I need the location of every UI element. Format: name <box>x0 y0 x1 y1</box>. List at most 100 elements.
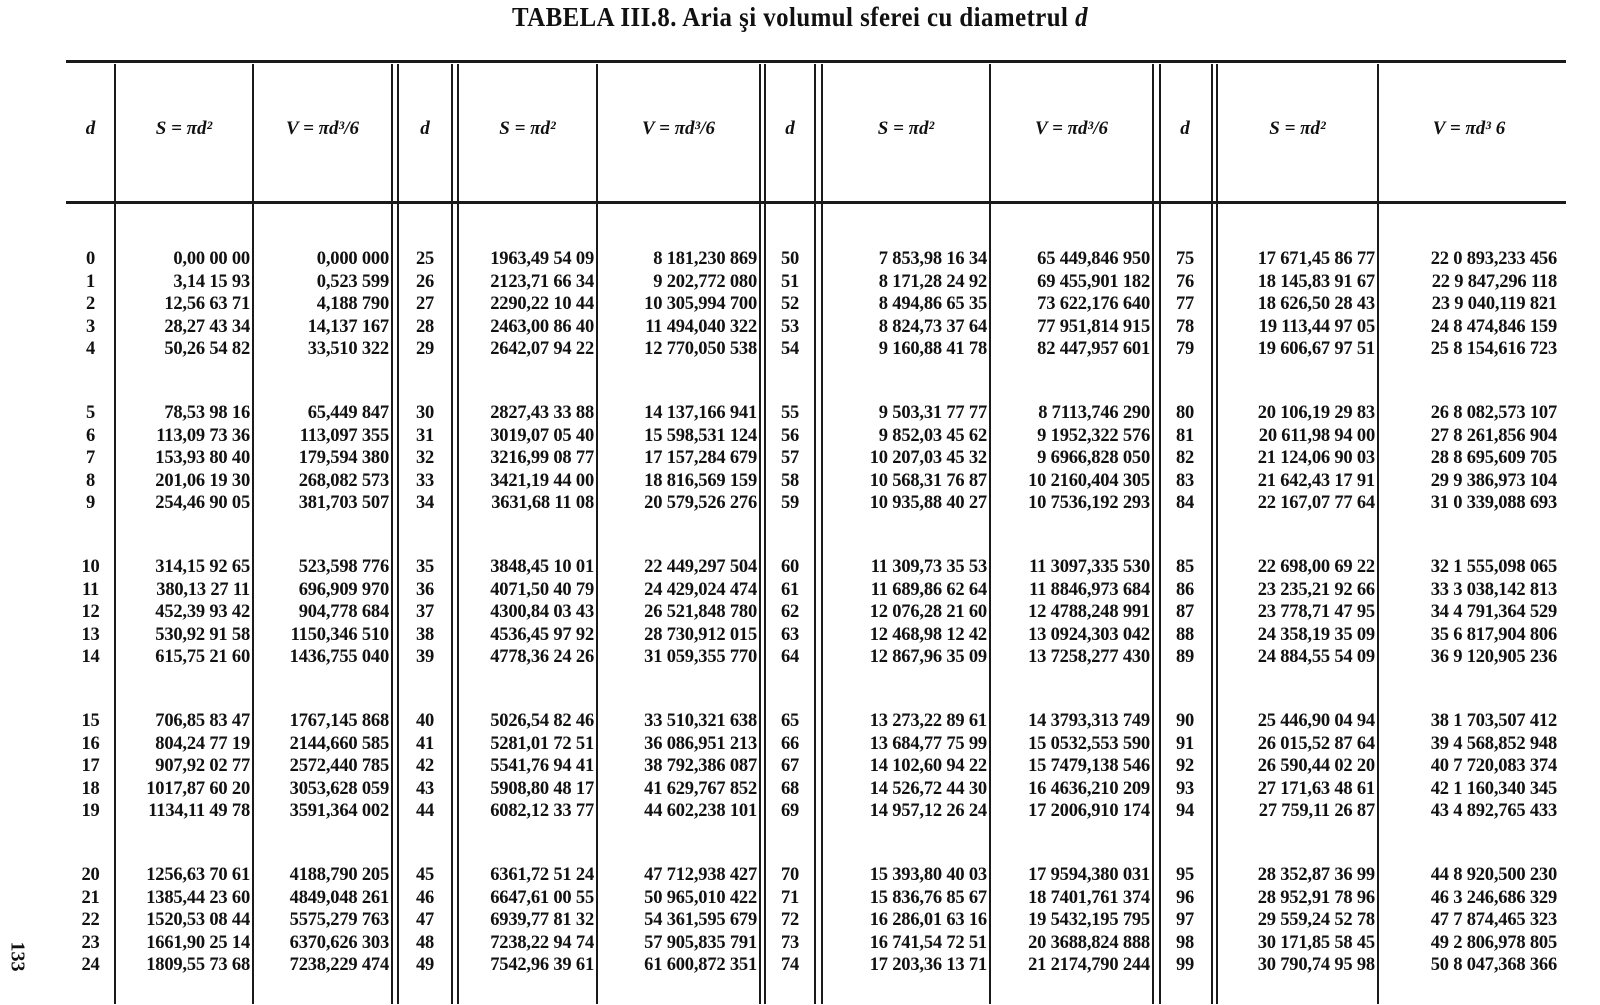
cell-d: 49 <box>415 955 435 976</box>
cell-d: 31 <box>415 425 435 446</box>
cell-area: 6361,72 51 24 <box>490 865 594 885</box>
cell-area: 8 494,86 65 35 <box>878 294 987 315</box>
cell-area: 28 352,87 36 99 <box>1257 865 1375 885</box>
cell-d: 53 <box>780 316 800 337</box>
cell-area: 19 606,67 97 51 <box>1257 339 1375 360</box>
cell-d: 50 <box>780 249 800 269</box>
cell-area: 113,09 73 36 <box>156 425 250 446</box>
cell-area: 12,56 63 71 <box>164 294 250 315</box>
cell-area: 5281,01 72 51 <box>490 733 594 754</box>
cell-d: 76 <box>1175 271 1195 292</box>
cell-area: 3019,07 05 40 <box>490 425 594 446</box>
cell-area: 201,06 19 30 <box>155 470 250 491</box>
cell-area: 28 952,91 78 96 <box>1257 887 1375 908</box>
cell-d: 88 <box>1175 624 1195 645</box>
cell-volume: 9 6966,828 050 <box>1037 448 1150 469</box>
cell-d: 95 <box>1175 865 1195 885</box>
header-s: S = πd² <box>155 118 213 139</box>
cell-d: 30 <box>415 403 435 423</box>
cell-d: 82 <box>1175 448 1195 469</box>
cell-d: 47 <box>415 910 435 931</box>
cell-area: 14 526,72 44 30 <box>869 778 987 799</box>
cell-volume: 381,703 507 <box>298 493 390 514</box>
cell-volume: 15 598,531 124 <box>644 425 757 446</box>
cell-d: 41 <box>415 733 435 754</box>
cell-area: 14 957,12 26 24 <box>869 801 987 822</box>
cell-area: 17 203,36 13 71 <box>869 955 987 976</box>
cell-volume: 19 5432,195 795 <box>1028 910 1150 931</box>
cell-area: 1520,53 08 44 <box>146 910 250 931</box>
cell-d: 45 <box>415 865 435 885</box>
cell-area: 12 867,96 35 09 <box>869 647 987 668</box>
cell-volume: 13 7258,277 430 <box>1028 647 1150 668</box>
cell-volume: 696,909 970 <box>298 579 390 600</box>
cell-volume: 12 4788,248 991 <box>1028 602 1150 623</box>
cell-volume: 77 951,814 915 <box>1037 316 1150 337</box>
cell-d: 64 <box>780 647 800 668</box>
cell-volume: 20 579,526 276 <box>644 493 757 514</box>
title-text: TABELA III.8. Aria şi volumul sferei cu … <box>512 2 1069 32</box>
cell-d: 0 <box>85 249 96 269</box>
cell-d: 51 <box>780 271 800 292</box>
cell-volume: 33 510,321 638 <box>644 711 757 731</box>
cell-area: 7238,22 94 74 <box>490 932 594 953</box>
column-rule <box>764 64 766 1004</box>
cell-area: 19 113,44 97 05 <box>1258 316 1375 337</box>
cell-area: 15 393,80 40 03 <box>869 865 987 885</box>
cell-area: 27 171,63 48 61 <box>1257 778 1375 799</box>
cell-area: 26 590,44 02 20 <box>1257 756 1375 777</box>
cell-volume: 31 0 339,088 693 <box>1430 493 1558 514</box>
cell-area: 3848,45 10 01 <box>490 557 594 577</box>
cell-d: 46 <box>415 887 435 908</box>
cell-d: 57 <box>780 448 800 469</box>
top-rule <box>66 60 1566 63</box>
cell-d: 3 <box>85 316 96 337</box>
cell-area: 706,85 83 47 <box>155 711 250 731</box>
cell-volume: 10 305,994 700 <box>644 294 757 315</box>
cell-area: 14 102,60 94 22 <box>869 756 987 777</box>
cell-d: 96 <box>1175 887 1195 908</box>
cell-area: 8 824,73 37 64 <box>878 316 987 337</box>
cell-volume: 61 600,872 351 <box>644 955 757 976</box>
cell-volume: 14 3793,313 749 <box>1028 711 1150 731</box>
cell-volume: 36 086,951 213 <box>644 733 757 754</box>
cell-area: 1963,49 54 09 <box>490 249 594 269</box>
cell-d: 56 <box>780 425 800 446</box>
cell-area: 0,00 00 00 <box>173 249 250 269</box>
cell-d: 74 <box>780 955 800 976</box>
header-d: d <box>85 118 96 139</box>
cell-d: 63 <box>780 624 800 645</box>
cell-d: 79 <box>1175 339 1195 360</box>
cell-volume: 9 1952,322 576 <box>1037 425 1150 446</box>
cell-area: 20 106,19 29 83 <box>1257 403 1375 423</box>
cell-volume: 17 157,284 679 <box>644 448 757 469</box>
cell-d: 32 <box>415 448 435 469</box>
cell-d: 81 <box>1175 425 1195 446</box>
cell-area: 2642,07 94 22 <box>490 339 594 360</box>
cell-area: 2123,71 66 34 <box>490 271 594 292</box>
cell-volume: 11 3097,335 530 <box>1029 557 1150 577</box>
cell-d: 98 <box>1175 932 1195 953</box>
cell-volume: 11 494,040 322 <box>645 316 757 337</box>
cell-area: 21 124,06 90 03 <box>1257 448 1375 469</box>
column-rule <box>1216 64 1218 1004</box>
cell-d: 92 <box>1175 756 1195 777</box>
cell-area: 24 358,19 35 09 <box>1257 624 1375 645</box>
cell-d: 77 <box>1175 294 1195 315</box>
header-s: S = πd² <box>499 118 556 139</box>
cell-area: 10 568,31 76 87 <box>869 470 987 491</box>
cell-volume: 54 361,595 679 <box>644 910 757 931</box>
header-v: V = πd³/6 <box>1034 118 1108 139</box>
cell-area: 1385,44 23 60 <box>146 887 250 908</box>
cell-d: 39 <box>415 647 435 668</box>
cell-volume: 7238,229 474 <box>289 955 390 976</box>
cell-d: 33 <box>415 470 435 491</box>
column-rule <box>596 64 598 1004</box>
cell-volume: 4,188 790 <box>316 294 389 315</box>
cell-d: 52 <box>780 294 800 315</box>
cell-area: 3421,19 44 00 <box>490 470 594 491</box>
cell-volume: 31 059,355 770 <box>644 647 757 668</box>
cell-volume: 2144,660 585 <box>289 733 390 754</box>
cell-volume: 33 3 038,142 813 <box>1430 579 1558 600</box>
cell-volume: 39 4 568,852 948 <box>1430 733 1558 754</box>
